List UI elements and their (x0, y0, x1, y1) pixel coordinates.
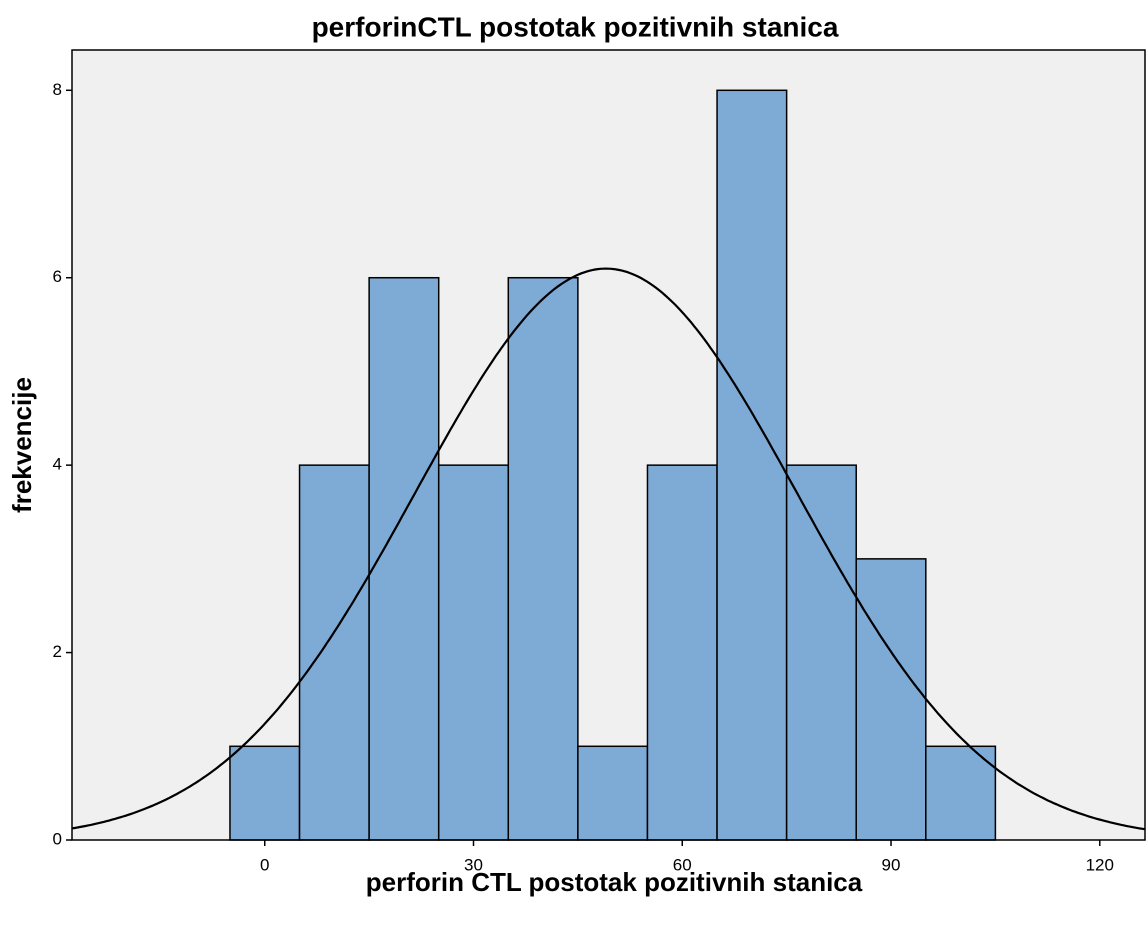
chart-title: perforinCTL postotak pozitivnih stanica (312, 11, 839, 42)
bar (925, 745, 997, 841)
x-tick-label: 90 (882, 855, 901, 874)
bar (437, 464, 510, 841)
x-tick-label: 120 (1086, 855, 1114, 874)
bar (855, 558, 927, 841)
x-axis-title: perforin CTL postotak pozitivnih stanica (366, 867, 863, 897)
normal-curve (71, 267, 1146, 831)
y-tick-label: 0 (53, 829, 62, 848)
x-tick-label: 0 (260, 855, 269, 874)
plot-frame (71, 49, 1146, 841)
bar (368, 276, 440, 841)
x-tick-label: 60 (673, 855, 692, 874)
bar (229, 745, 301, 841)
y-tick-label: 8 (53, 80, 62, 99)
bar (577, 745, 649, 841)
y-axis-title: frekvencije (7, 377, 37, 513)
bar (298, 464, 370, 841)
bar (716, 89, 788, 841)
bar (507, 276, 579, 841)
bar (785, 464, 857, 841)
y-tick-label: 2 (53, 642, 62, 661)
y-tick-label: 4 (53, 455, 62, 474)
x-tick-label: 30 (464, 855, 483, 874)
bar (646, 464, 718, 841)
plot-area (72, 50, 1145, 840)
y-tick-label: 6 (53, 267, 62, 286)
